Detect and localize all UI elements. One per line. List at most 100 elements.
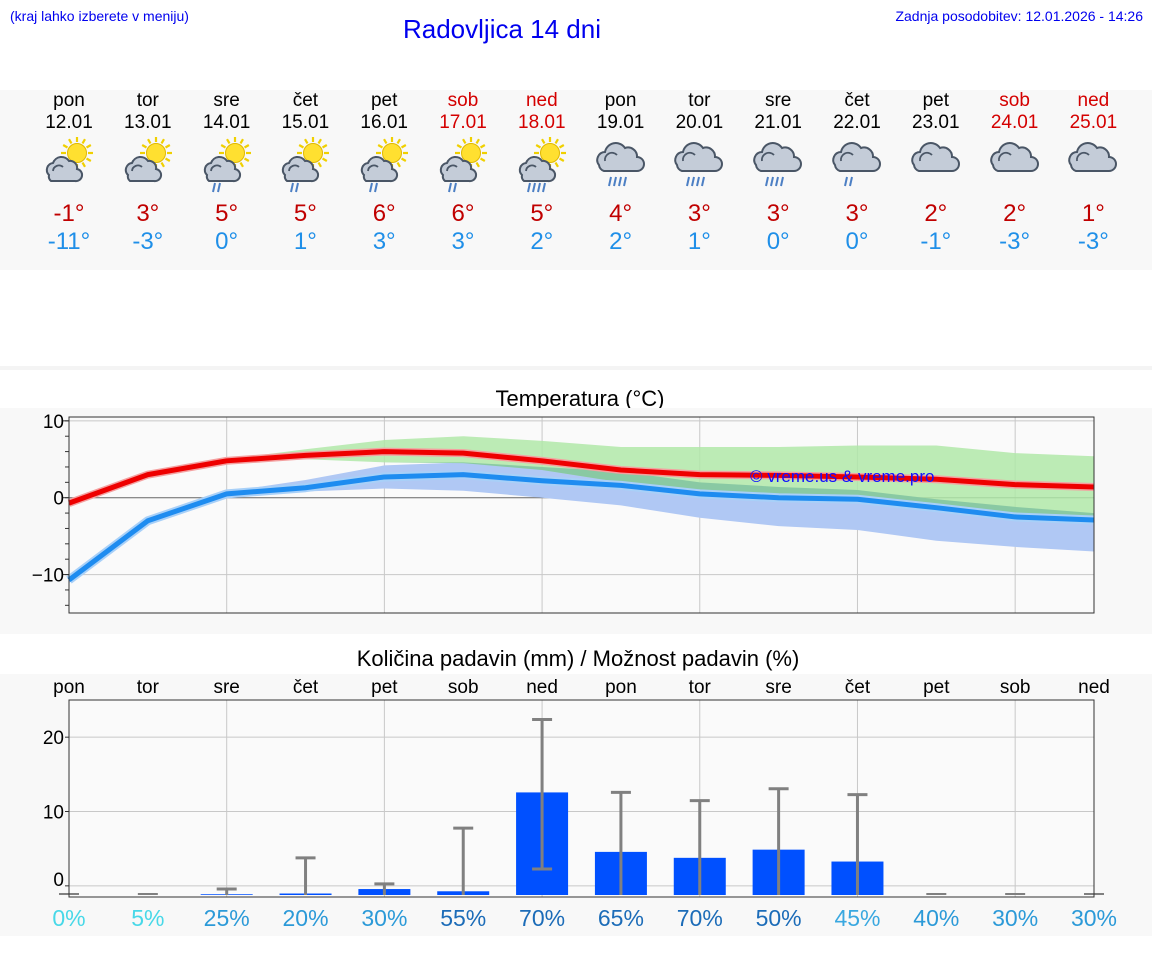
day-name: sre (213, 90, 240, 111)
x-category-label: čet (293, 677, 319, 698)
day-date: 23.01 (912, 112, 960, 133)
cloud-shape (753, 142, 803, 172)
day-column: pet 16.01 6° 3° (345, 90, 424, 256)
sun-cloud-rain-icon (282, 137, 330, 193)
day-date: 13.01 (124, 112, 172, 133)
probability-label: 30% (992, 905, 1038, 931)
day-column: ned 18.01 5° 2° (502, 90, 581, 256)
sun-cloud-rain-icon (203, 137, 251, 193)
day-column: sre 14.01 5° 0° (187, 90, 266, 256)
temperature-chart: 10 0 −10 (0, 408, 1152, 634)
temp-min: 3° (372, 228, 396, 255)
x-category-label: tor (137, 677, 160, 698)
y-tick-label: 0 (53, 489, 64, 510)
cloud-shape (361, 156, 399, 183)
probability-label: 65% (598, 905, 644, 931)
sun-disc (382, 143, 403, 163)
sun-disc (539, 143, 560, 163)
temp-min: 0° (766, 228, 790, 255)
y-tick-label: 10 (43, 803, 64, 824)
sun-cloud-icon (124, 137, 172, 183)
x-category-label: pet (923, 677, 950, 698)
temp-min: 3° (451, 228, 475, 255)
day-column: čet 15.01 5° 1° (266, 90, 345, 256)
cloud-heavy-rain-icon (674, 142, 724, 187)
day-name: sre (764, 90, 792, 111)
probability-label: 45% (834, 905, 880, 931)
temp-min: 1° (293, 228, 317, 255)
cloud-shape (595, 142, 645, 172)
temp-max: 2° (1003, 200, 1027, 227)
x-category-label: sob (1000, 677, 1031, 698)
rain-drops (607, 176, 627, 187)
plot-frame (68, 699, 1095, 898)
day-date: 20.01 (675, 112, 724, 133)
temp-min: -3° (1077, 228, 1109, 255)
day-name: sob (447, 90, 479, 111)
last-update: Zadnja posodobitev: 12.01.2026 - 14:26 (895, 8, 1143, 24)
day-column: čet 22.01 3° 0° (818, 90, 897, 256)
day-date: 17.01 (439, 112, 487, 133)
probability-label: 70% (677, 905, 723, 931)
cloud-icon (911, 142, 960, 172)
temp-min: -3° (132, 228, 164, 255)
day-column: sob 17.01 6° 3° (424, 90, 503, 256)
location-hint: (kraj lahko izberete v meniju) (10, 8, 189, 24)
x-category-label: ned (1078, 677, 1110, 698)
cloud-shape (45, 156, 84, 183)
day-date: 25.01 (1069, 112, 1118, 133)
cloud-shape (124, 156, 162, 183)
day-date: 12.01 (45, 112, 93, 133)
cloud-shape (832, 142, 881, 172)
plot-frame (68, 416, 1095, 614)
sun-cloud-icon (45, 137, 93, 183)
day-name: tor (688, 90, 711, 111)
probability-label: 70% (519, 905, 565, 931)
day-name: ned (525, 90, 558, 111)
precipitation-chart-title: Količina padavin (mm) / Možnost padavin … (356, 646, 800, 671)
cloud-shape (282, 156, 320, 183)
day-name: ned (1077, 90, 1110, 111)
day-column: ned 25.01 1° -3° (1054, 90, 1133, 256)
sun-cloud-rain-icon (361, 137, 409, 193)
rain-drops (844, 176, 853, 187)
daily-forecast-strip: pon 12.01 -1° -11° tor 13.01 3° -3° sre 14.01 5° 0°… (0, 90, 1152, 270)
cloud-rain-icon (832, 142, 881, 187)
temp-max: 5° (215, 200, 239, 227)
rain-drops (369, 182, 379, 193)
temp-max: 3° (136, 200, 160, 227)
day-column: sre 21.01 3° 0° (739, 90, 818, 256)
day-name: tor (136, 90, 159, 111)
probability-label: 55% (440, 905, 486, 931)
y-tick-label: 20 (43, 728, 64, 749)
watermark: © vreme.us & vreme.pro (750, 467, 935, 486)
temp-min: 1° (687, 228, 711, 255)
x-category-label: pon (605, 677, 637, 698)
cloud-icon (1068, 142, 1118, 172)
page-title: Radovljica 14 dni (402, 14, 601, 44)
cloud-shape (674, 142, 724, 172)
temp-min: 0° (845, 228, 869, 255)
temp-min: 0° (215, 228, 239, 255)
day-name: čet (844, 90, 870, 111)
day-date: 14.01 (202, 112, 251, 133)
day-column: sob 24.01 2° -3° (975, 90, 1054, 256)
temp-max: 3° (766, 200, 790, 227)
cloud-shape (911, 142, 960, 172)
x-category-label: tor (689, 677, 712, 698)
temp-max: 6° (451, 200, 475, 227)
sun-disc (303, 143, 324, 163)
sun-cloud-heavy-rain-icon (518, 137, 566, 193)
sun-disc (461, 143, 481, 163)
day-date: 18.01 (518, 112, 566, 133)
x-category-label: pon (53, 677, 85, 698)
precipitation-chart: pon tor sre čet pet sob ned pon tor sre čet pet sob n… (0, 674, 1152, 936)
cloud-shape (518, 156, 556, 183)
day-name: pon (604, 90, 637, 111)
temp-max: 5° (293, 200, 317, 227)
sun-disc (67, 143, 87, 163)
x-category-label: sob (448, 677, 479, 698)
sun-disc (145, 143, 166, 163)
cloud-shape (1068, 142, 1118, 172)
temperature-chart-title: Temperatura (°C) (495, 386, 665, 411)
